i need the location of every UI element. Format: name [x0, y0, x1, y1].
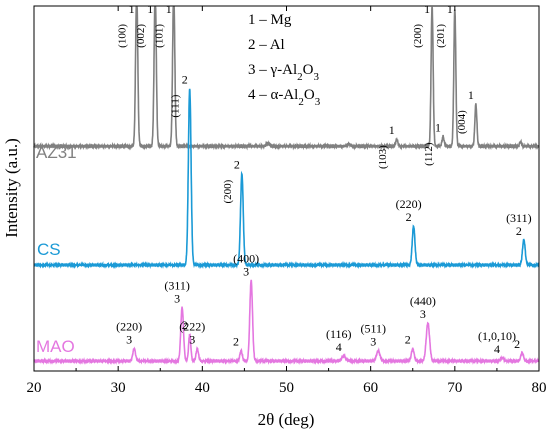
plot-frame [33, 5, 540, 372]
peak-hkl-label: (004) [456, 110, 468, 134]
y-axis-title: Intensity (a.u.) [2, 138, 21, 238]
x-tick-label: 80 [532, 380, 547, 396]
peak-phase-label: 2 [405, 333, 411, 347]
peak-hkl-label: (101) [154, 24, 166, 48]
x-axis-ticks: 20 30 40 50 60 70 80 [27, 6, 547, 396]
x-axis-title: 2θ (deg) [258, 410, 315, 429]
peak-phase-label: 3 [420, 307, 426, 321]
x-tick-label: 60 [363, 380, 378, 396]
peak-phase-label: 1 [447, 2, 453, 16]
series-label-cs: CS [37, 240, 61, 259]
peak-hkl-label: (100) [117, 24, 129, 48]
peak-phase-label: 2 [516, 224, 522, 238]
peak-phase-label: 2 [182, 318, 188, 332]
peak-hkl-label: (002) [135, 24, 147, 48]
legend-item: 1 – Mg [248, 12, 292, 28]
peak-hkl-label: (311) [506, 211, 532, 225]
peak-phase-label: 1 [166, 2, 172, 16]
plot-lines [33, 6, 540, 366]
x-tick-label: 30 [111, 380, 126, 396]
x-tick-label: 70 [447, 380, 462, 396]
peak-phase-label: 2 [406, 210, 412, 224]
peak-phase-label: 1 [468, 88, 474, 102]
series-line-mao [33, 279, 540, 366]
peak-phase-label: 2 [234, 158, 240, 172]
peak-hkl-label: (220) [396, 197, 422, 211]
peak-hkl-label: (116) [326, 327, 352, 341]
peak-hkl-label: (440) [410, 294, 436, 308]
peak-hkl-label: (400) [233, 252, 259, 266]
peak-hkl-label: (112) [423, 142, 435, 166]
peak-phase-label: 1 [435, 120, 441, 134]
peak-hkl-label: (222) [179, 320, 205, 334]
peak-hkl-label: (311) [164, 278, 190, 292]
series-labels: AZ31 CS MAO [36, 143, 77, 356]
legend-item: 4 – α-Al2O3 [248, 87, 321, 108]
x-tick-label: 20 [27, 380, 42, 396]
peak-hkl-label: (1,0,10) [478, 329, 516, 343]
legend-item: 2 – Al [248, 37, 285, 53]
series-label-mao: MAO [36, 337, 75, 356]
peak-hkl-label: (111) [170, 94, 182, 117]
peak-phase-label: 3 [243, 265, 249, 279]
peak-annotations: 1(100)1(002)1(101)1(103)1(200)1(112)1(20… [116, 2, 531, 356]
peak-phase-label: 3 [370, 335, 376, 349]
peak-phase-label: 3 [189, 333, 195, 347]
peak-phase-label: 3 [174, 291, 180, 305]
peak-hkl-label: (200) [412, 24, 424, 48]
peak-hkl-label: (220) [116, 320, 142, 334]
peak-phase-label: 1 [389, 123, 395, 137]
peak-phase-label: 1 [129, 2, 135, 16]
peak-phase-label: 2 [233, 335, 239, 349]
x-tick-label: 50 [279, 380, 294, 396]
legend: 1 – Mg 2 – Al 3 – γ-Al2O3 4 – α-Al2O3 [248, 12, 321, 108]
series-label-az31: AZ31 [36, 143, 77, 162]
series-line-cs [33, 88, 540, 270]
x-tick-label: 40 [195, 380, 210, 396]
peak-phase-label: 2 [514, 337, 520, 351]
legend-item: 3 – γ-Al2O3 [248, 62, 319, 83]
peak-phase-label: 1 [424, 2, 430, 16]
peak-hkl-label: (511) [360, 322, 386, 336]
peak-phase-label: 4 [494, 342, 500, 356]
peak-hkl-label: (200) [222, 179, 234, 203]
peak-phase-label: 2 [182, 73, 188, 87]
peak-phase-label: 3 [126, 333, 132, 347]
peak-phase-label: 1 [147, 2, 153, 16]
peak-hkl-label: (201) [435, 24, 447, 48]
peak-hkl-label: (103) [377, 145, 389, 169]
peak-phase-label: 4 [336, 340, 342, 354]
